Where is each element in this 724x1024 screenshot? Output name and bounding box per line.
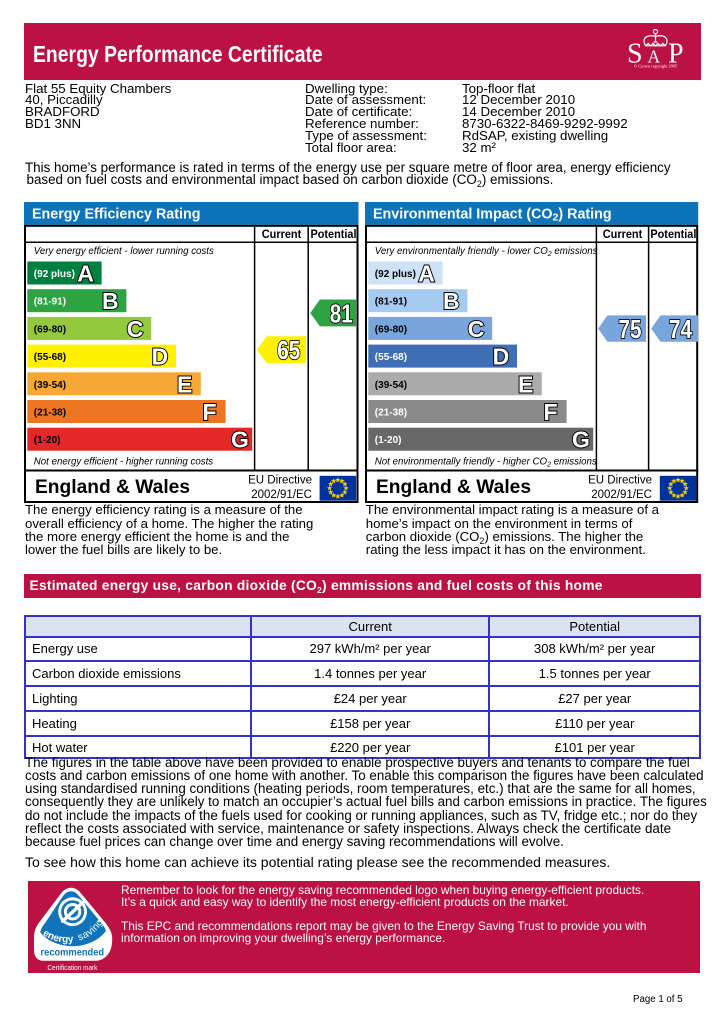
svg-text:*: *: [98, 919, 101, 928]
svg-text:EU Directive: EU Directive: [588, 475, 652, 487]
svg-text:England & Wales: England & Wales: [35, 476, 190, 498]
svg-text:(92 plus): (92 plus): [34, 269, 75, 280]
svg-text:2002/91/EC: 2002/91/EC: [251, 489, 312, 501]
svg-text:© Crown copyright 2005: © Crown copyright 2005: [634, 64, 677, 69]
svg-text:65: 65: [277, 335, 300, 365]
svg-text:F: F: [543, 399, 557, 425]
svg-text:(69-80): (69-80): [34, 324, 66, 335]
svg-text:Very environmentally friendly: Very environmentally friendly - lower CO…: [375, 246, 598, 258]
svg-text:G: G: [572, 427, 590, 453]
svg-text:(81-91): (81-91): [375, 297, 407, 308]
svg-text:(69-80): (69-80): [375, 324, 407, 335]
svg-text:A: A: [418, 261, 435, 287]
svg-text:Certification mark: Certification mark: [47, 965, 97, 972]
svg-text:C: C: [127, 316, 144, 342]
svg-text:Potential: Potential: [311, 227, 357, 241]
svg-text:D: D: [492, 344, 509, 370]
svg-text:(21-38): (21-38): [375, 408, 407, 419]
svg-text:A: A: [77, 261, 94, 287]
svg-text:C: C: [468, 316, 485, 342]
svg-text:B: B: [102, 288, 119, 314]
svg-text:E: E: [177, 371, 192, 397]
svg-text:(21-38): (21-38): [34, 408, 66, 419]
svg-text:S: S: [627, 39, 643, 70]
svg-text:74: 74: [669, 314, 692, 344]
svg-text:A: A: [648, 47, 661, 67]
svg-text:recommended: recommended: [41, 948, 105, 959]
svg-text:Environmental Impact (CO2) Rat: Environmental Impact (CO2) Rating: [373, 207, 612, 224]
svg-text:Very energy efficient - lower: Very energy efficient - lower running co…: [34, 246, 214, 257]
svg-text:(81-91): (81-91): [34, 297, 66, 308]
svg-text:Current: Current: [603, 227, 643, 241]
svg-text:England & Wales: England & Wales: [376, 476, 531, 498]
svg-text:(55-68): (55-68): [375, 352, 407, 363]
svg-text:75: 75: [618, 314, 641, 344]
svg-text:(39-54): (39-54): [375, 380, 407, 391]
svg-text:Not energy efficient - higher: Not energy efficient - higher running co…: [34, 457, 213, 468]
svg-text:Potential: Potential: [650, 227, 696, 241]
svg-text:B: B: [443, 288, 460, 314]
svg-text:(39-54): (39-54): [34, 380, 66, 391]
svg-text:Current: Current: [262, 227, 302, 241]
svg-text:(1-20): (1-20): [375, 435, 402, 446]
svg-text:G: G: [231, 427, 249, 453]
svg-text:Not environmentally friendly -: Not environmentally friendly - higher CO…: [375, 456, 597, 468]
svg-text:2002/91/EC: 2002/91/EC: [591, 489, 652, 501]
svg-text:D: D: [152, 344, 169, 370]
svg-text:P: P: [668, 39, 684, 70]
svg-text:(55-68): (55-68): [34, 352, 66, 363]
svg-text:Energy Efficiency Rating: Energy Efficiency Rating: [32, 207, 200, 223]
svg-text:81: 81: [330, 298, 353, 328]
svg-text:F: F: [202, 399, 216, 425]
svg-text:(1-20): (1-20): [34, 435, 61, 446]
svg-text:(92 plus): (92 plus): [375, 269, 416, 280]
svg-text:EU Directive: EU Directive: [248, 475, 312, 487]
svg-text:E: E: [518, 371, 533, 397]
